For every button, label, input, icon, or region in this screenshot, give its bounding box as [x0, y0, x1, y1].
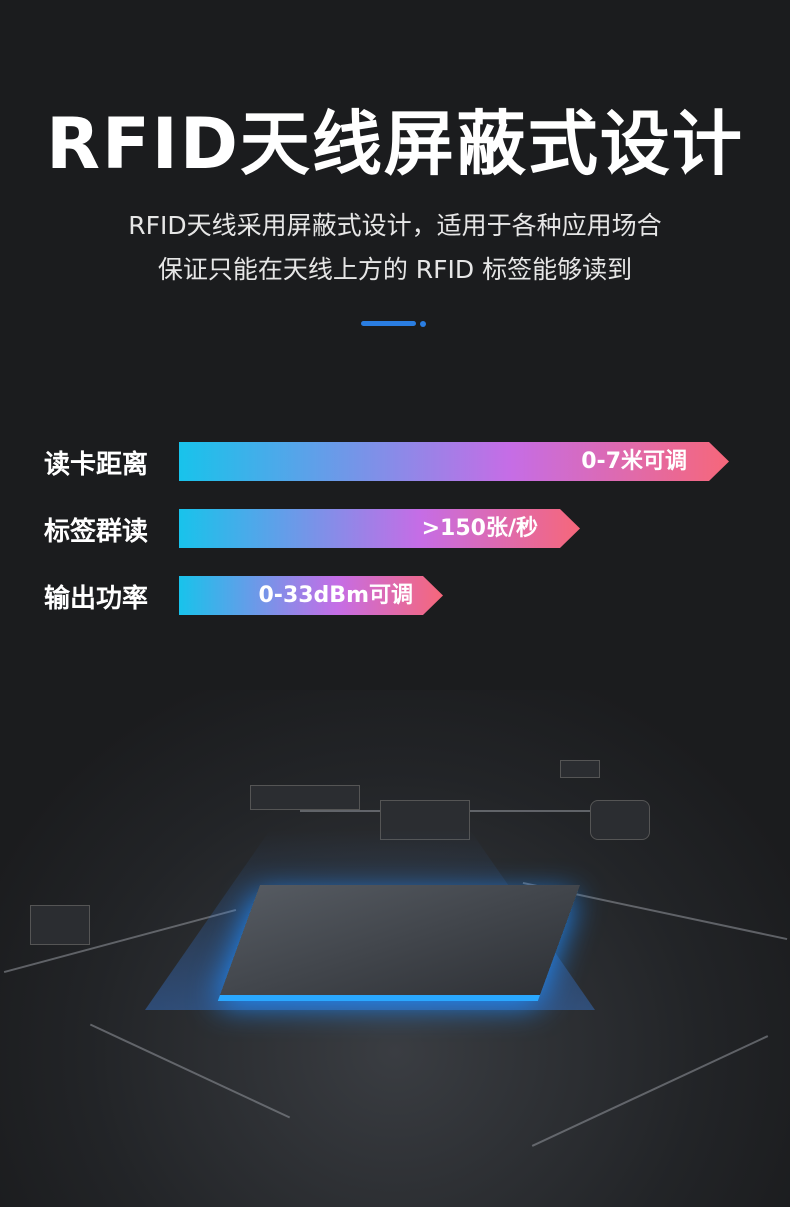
spec-bar-power: 0-33dBm可调 — [179, 576, 443, 615]
circuit-board-image — [0, 690, 790, 1207]
spec-bar-multi-read: >150张/秒 — [179, 509, 580, 548]
accent-divider — [361, 321, 416, 326]
subtitle-line-2: 保证只能在天线上方的 RFID 标签能够读到 — [157, 255, 633, 284]
accent-dot — [420, 321, 426, 327]
subtitle-line-1: RFID天线采用屏蔽式设计，适用于各种应用场合 — [128, 211, 662, 240]
spec-label-multi-read: 标签群读 — [44, 517, 149, 547]
spec-bar-range: 0-7米可调 — [179, 442, 729, 481]
page-title: RFID天线屏蔽式设计 — [46, 103, 744, 185]
rfid-chip — [219, 885, 581, 995]
spec-label-range: 读卡距离 — [44, 450, 149, 480]
spec-label-power: 输出功率 — [44, 584, 149, 614]
